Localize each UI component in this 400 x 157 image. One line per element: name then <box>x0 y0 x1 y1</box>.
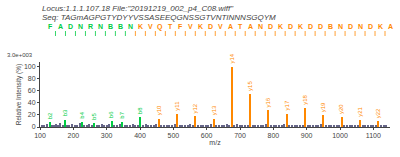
svg-text:700: 700 <box>234 132 246 139</box>
svg-text:K: K <box>278 23 283 30</box>
svg-text:T: T <box>238 23 243 30</box>
svg-text:D: D <box>288 23 293 30</box>
svg-text:80: 80 <box>28 75 36 82</box>
svg-text:F: F <box>178 23 183 30</box>
svg-text:A: A <box>58 23 63 30</box>
svg-text:900: 900 <box>301 132 313 139</box>
svg-text:T: T <box>168 23 173 30</box>
svg-text:D: D <box>268 23 273 30</box>
svg-text:A: A <box>228 23 233 30</box>
svg-text:b7: b7 <box>119 111 125 118</box>
svg-text:b5: b5 <box>91 113 97 120</box>
svg-text:y14: y14 <box>229 53 235 63</box>
svg-text:K: K <box>378 23 383 30</box>
svg-text:N: N <box>338 23 343 30</box>
svg-text:b8: b8 <box>137 107 143 114</box>
svg-text:N: N <box>358 23 363 30</box>
svg-text:20: 20 <box>28 111 36 118</box>
svg-text:D: D <box>368 23 373 30</box>
svg-text:A: A <box>248 23 253 30</box>
svg-text:N: N <box>98 23 103 30</box>
svg-text:Relative Intensity (%): Relative Intensity (%) <box>15 64 23 125</box>
svg-text:1100: 1100 <box>366 132 381 139</box>
svg-text:b3: b3 <box>62 109 68 116</box>
svg-text:D: D <box>318 23 323 30</box>
svg-text:m/z: m/z <box>209 139 221 146</box>
svg-text:D: D <box>68 23 73 30</box>
svg-text:B: B <box>118 23 123 30</box>
svg-text:B: B <box>328 23 333 30</box>
svg-text:400: 400 <box>134 132 146 139</box>
svg-text:y19: y19 <box>320 102 326 112</box>
svg-text:y15: y15 <box>247 81 253 91</box>
svg-text:D: D <box>348 23 353 30</box>
svg-text:F: F <box>48 23 53 30</box>
svg-text:N: N <box>258 23 263 30</box>
svg-text:y16: y16 <box>265 97 271 107</box>
svg-text:D: D <box>308 23 313 30</box>
svg-text:N: N <box>128 23 133 30</box>
svg-text:B: B <box>108 23 113 30</box>
svg-text:K: K <box>298 23 303 30</box>
svg-text:60: 60 <box>28 87 36 94</box>
svg-text:K: K <box>198 23 203 30</box>
svg-text:40: 40 <box>28 99 36 106</box>
svg-text:300: 300 <box>101 132 113 139</box>
svg-text:Q: Q <box>157 23 163 31</box>
svg-text:600: 600 <box>201 132 213 139</box>
svg-text:b2: b2 <box>47 112 53 119</box>
svg-text:b4: b4 <box>79 111 85 118</box>
svg-text:y21: y21 <box>357 106 363 116</box>
svg-text:V: V <box>188 23 193 30</box>
svg-text:800: 800 <box>267 132 279 139</box>
svg-text:y12: y12 <box>192 103 198 113</box>
svg-text:3.0e+003: 3.0e+003 <box>7 52 33 58</box>
svg-text:500: 500 <box>167 132 179 139</box>
svg-text:y22: y22 <box>375 108 381 118</box>
svg-text:y10: y10 <box>156 105 162 115</box>
svg-text:y17: y17 <box>284 100 290 110</box>
svg-text:Seq: TAGmAGPGTYDYYVSSASEEQGNSS: Seq: TAGmAGPGTYDYYVSSASEEQGNSSGTVNTINNNS… <box>42 13 276 22</box>
svg-text:D: D <box>208 23 213 30</box>
svg-text:N: N <box>78 23 83 30</box>
svg-text:y18: y18 <box>302 94 308 104</box>
svg-text:V: V <box>148 23 153 30</box>
svg-text:b6: b6 <box>108 111 114 118</box>
svg-text:0: 0 <box>32 123 36 130</box>
svg-text:100: 100 <box>24 63 36 70</box>
svg-text:Locus:1.1.1.107.18 File:"20191: Locus:1.1.1.107.18 File:"20191219_002_p4… <box>42 4 234 13</box>
svg-text:V: V <box>218 23 223 30</box>
svg-text:y11: y11 <box>174 101 180 111</box>
svg-text:R: R <box>88 23 93 30</box>
svg-text:K: K <box>138 23 143 30</box>
svg-text:200: 200 <box>67 132 79 139</box>
svg-text:A: A <box>388 23 393 30</box>
svg-text:y20: y20 <box>338 104 344 114</box>
svg-text:1000: 1000 <box>332 132 348 139</box>
svg-text:y13: y13 <box>211 105 217 115</box>
svg-text:100: 100 <box>34 132 46 139</box>
